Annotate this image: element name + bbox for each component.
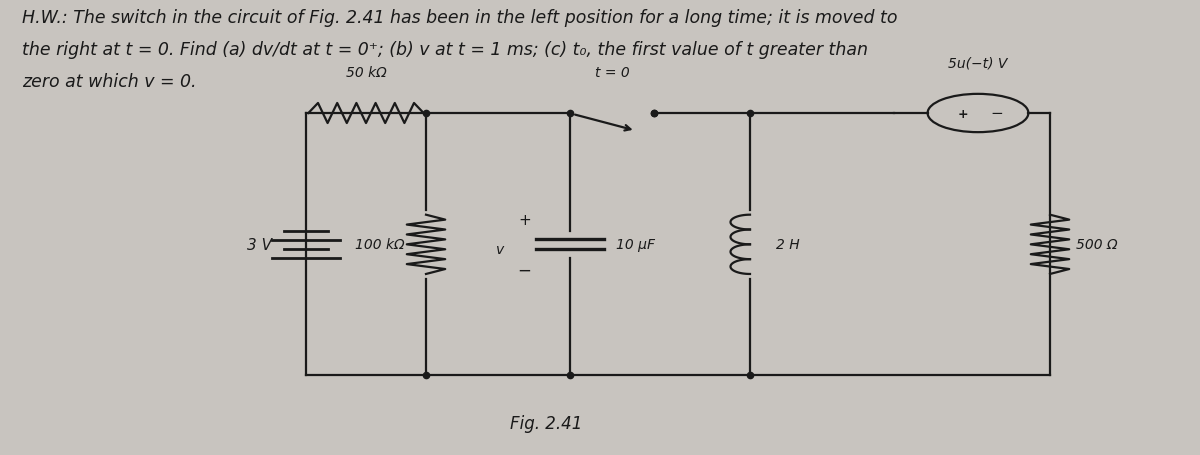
Text: 100 kΩ: 100 kΩ xyxy=(355,238,404,252)
Text: t = 0: t = 0 xyxy=(595,66,629,80)
Text: the right at t = 0. Find (a) dv/dt at t = 0⁺; (b) v at t = 1 ms; (c) t₀, the fir: the right at t = 0. Find (a) dv/dt at t … xyxy=(22,41,868,59)
Text: 50 kΩ: 50 kΩ xyxy=(346,66,386,80)
Text: −: − xyxy=(991,106,1003,121)
Text: H.W.: The switch in the circuit of Fig. 2.41 has been in the left position for a: H.W.: The switch in the circuit of Fig. … xyxy=(22,9,898,27)
Text: 3 V: 3 V xyxy=(247,238,272,252)
Text: −: − xyxy=(517,261,532,279)
Text: zero at which v = 0.: zero at which v = 0. xyxy=(22,73,196,91)
Text: 2 H: 2 H xyxy=(776,238,800,252)
Text: 500 Ω: 500 Ω xyxy=(1076,238,1118,252)
Text: v: v xyxy=(496,243,504,256)
Text: 10 μF: 10 μF xyxy=(616,238,655,252)
Text: +: + xyxy=(518,212,530,227)
Text: 5u(−t) V: 5u(−t) V xyxy=(948,56,1008,71)
Text: Fig. 2.41: Fig. 2.41 xyxy=(510,415,582,432)
Text: +: + xyxy=(958,107,968,120)
